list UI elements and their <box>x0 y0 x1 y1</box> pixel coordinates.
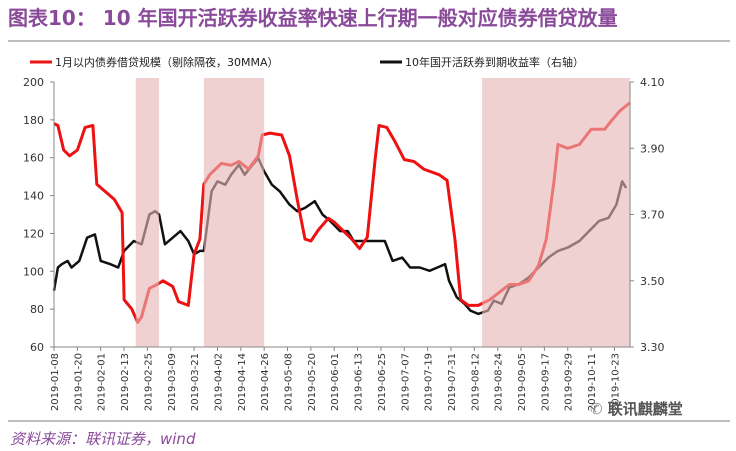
x-tick-label: 2019-04-02 <box>213 353 224 411</box>
shaded-period-2 <box>203 78 265 347</box>
right-tick-label: 3.90 <box>640 142 665 155</box>
x-tick-label: 2019-02-01 <box>97 353 108 411</box>
x-tick-label: 2019-04-26 <box>260 353 271 411</box>
footer-divider <box>8 420 730 422</box>
x-tick-label: 2019-06-25 <box>377 353 388 411</box>
legend-label-lending: 1月以内债券借贷规模（剔除隔夜，30MMA） <box>55 55 279 69</box>
x-tick-label: 2019-10-23 <box>610 353 621 411</box>
left-tick-label: 140 <box>23 190 44 203</box>
left-tick-label: 120 <box>23 227 44 240</box>
x-tick-label: 2019-09-29 <box>564 353 575 411</box>
x-tick-label: 2019-07-31 <box>447 353 458 411</box>
x-tick-label: 2019-09-05 <box>517 353 528 411</box>
x-tick-label: 2019-06-13 <box>354 353 365 411</box>
left-tick-label: 100 <box>23 265 44 278</box>
x-tick-label: 2019-02-13 <box>120 353 131 411</box>
watermark: ✆ 联讯麒麟堂 <box>590 398 683 419</box>
x-tick-label: 2019-01-20 <box>73 353 84 411</box>
left-tick-label: 60 <box>30 341 44 354</box>
source-note: 资料来源：联讯证券，wind <box>10 430 196 448</box>
wechat-icon: ✆ <box>590 400 608 418</box>
x-tick-label: 2019-06-01 <box>330 353 341 411</box>
x-tick-label: 2019-08-24 <box>494 353 505 411</box>
x-tick-label: 2019-01-08 <box>50 353 61 411</box>
x-tick-label: 2019-07-19 <box>424 353 435 411</box>
right-tick-label: 4.10 <box>640 76 665 89</box>
x-tick-label: 2019-05-20 <box>307 353 318 411</box>
shaded-period-3 <box>482 78 630 347</box>
x-tick-label: 2019-03-09 <box>167 353 178 411</box>
figure-title: 图表10： 10 年国开活跃券收益率快速上行期一般对应债券借贷放量 <box>8 6 618 30</box>
x-tick-label: 2019-03-21 <box>190 353 201 411</box>
x-tick-label: 2019-08-12 <box>470 353 481 411</box>
legend-label-yield: 10年国开活跃券到期收益率（右轴） <box>405 55 584 69</box>
left-tick-label: 160 <box>23 152 44 165</box>
left-tick-label: 180 <box>23 114 44 127</box>
left-tick-label: 200 <box>23 76 44 89</box>
title-divider <box>8 40 730 42</box>
watermark-text: 联讯麒麟堂 <box>607 400 683 418</box>
x-tick-label: 2019-07-07 <box>400 353 411 411</box>
right-tick-label: 3.70 <box>640 209 665 222</box>
x-tick-label: 2019-04-14 <box>237 353 248 411</box>
x-tick-label: 2019-05-08 <box>284 353 295 411</box>
shaded-period-1 <box>135 78 160 347</box>
x-tick-label: 2019-10-11 <box>587 353 598 411</box>
left-tick-label: 80 <box>30 303 44 316</box>
x-tick-label: 2019-02-25 <box>143 353 154 411</box>
x-tick-label: 2019-09-17 <box>540 353 551 411</box>
right-tick-label: 3.30 <box>640 341 665 354</box>
right-tick-label: 3.50 <box>640 275 665 288</box>
